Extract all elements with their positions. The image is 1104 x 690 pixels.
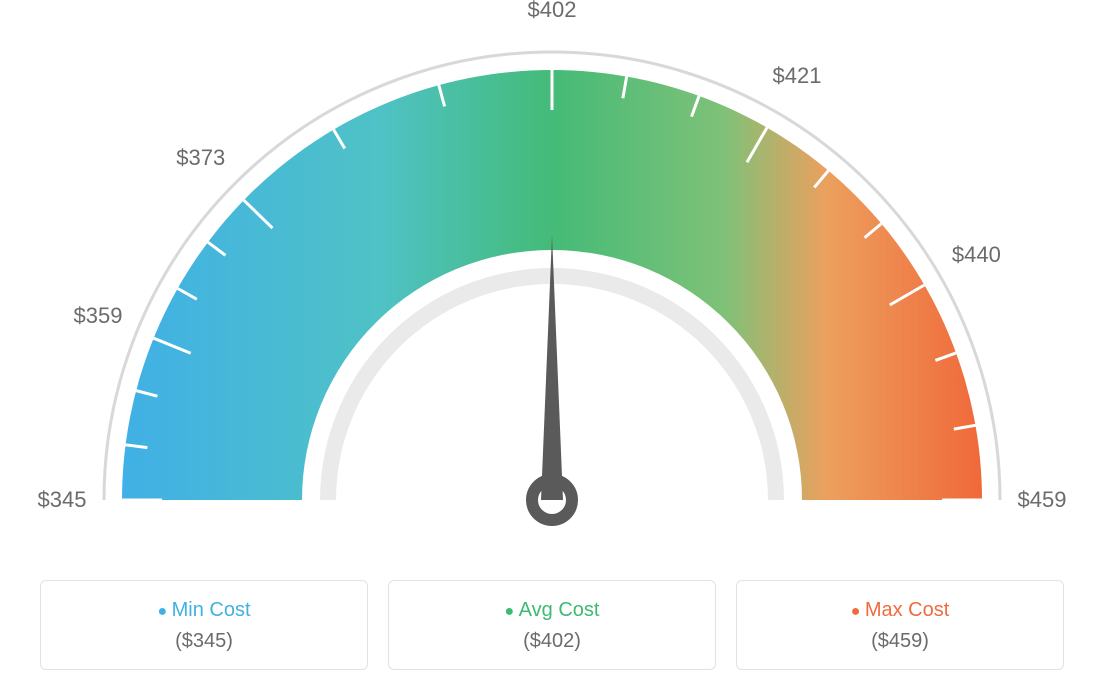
legend-max-value: ($459) [747, 630, 1053, 653]
gauge-chart: $345 $359 $373 $402 $421 $440 $459 [0, 0, 1104, 560]
gauge-tick-label: $459 [1018, 487, 1067, 513]
legend-card-max: Max Cost ($459) [736, 580, 1064, 670]
legend-min-value: ($345) [51, 630, 357, 653]
legend-avg-value: ($402) [399, 630, 705, 653]
legend-min-label: Min Cost [51, 599, 357, 622]
legend-avg-label: Avg Cost [399, 599, 705, 622]
gauge-tick-label: $440 [952, 242, 1001, 268]
legend-row: Min Cost ($345) Avg Cost ($402) Max Cost… [0, 580, 1104, 670]
legend-max-label: Max Cost [747, 599, 1053, 622]
gauge-tick-label: $359 [74, 303, 123, 329]
gauge-tick-label: $421 [773, 63, 822, 89]
legend-card-min: Min Cost ($345) [40, 580, 368, 670]
gauge-tick-label: $373 [176, 145, 225, 171]
gauge-svg [0, 0, 1104, 560]
gauge-tick-label: $345 [38, 487, 87, 513]
gauge-tick-label: $402 [528, 0, 577, 23]
legend-card-avg: Avg Cost ($402) [388, 580, 716, 670]
